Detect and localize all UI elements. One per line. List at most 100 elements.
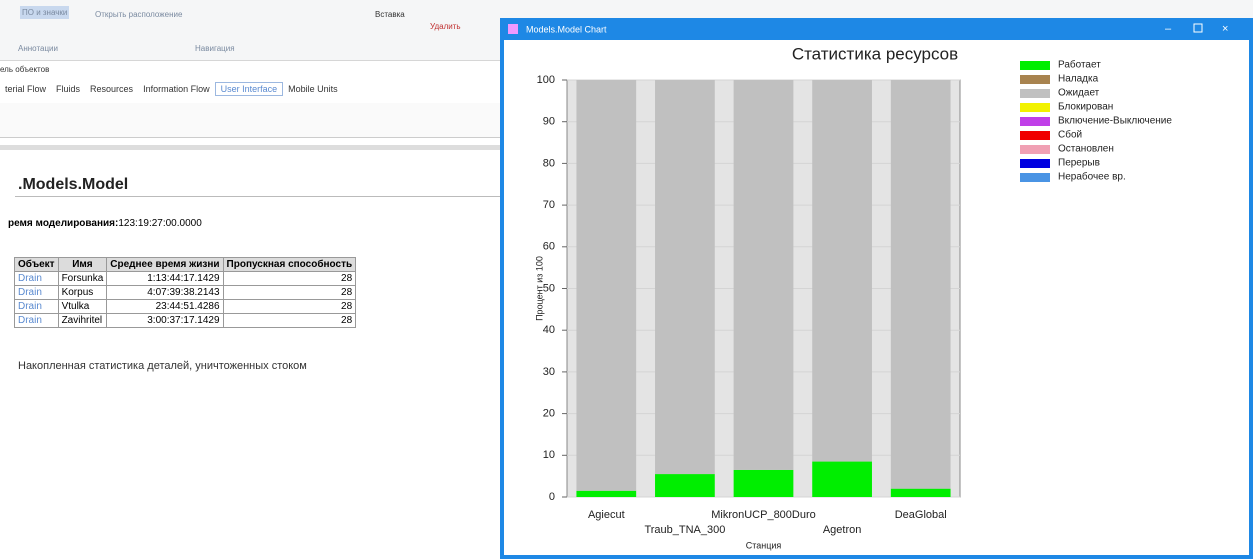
cell: Forsunka	[57, 271, 108, 286]
window-title: Models.Model Chart	[526, 24, 607, 34]
y-tick-label: 70	[543, 199, 555, 211]
rule	[15, 196, 505, 197]
cell: Korpus	[57, 285, 108, 300]
legend-swatch	[1020, 117, 1050, 126]
row: Drain Zavihritel 3:00:37:17.1429 28	[14, 313, 357, 328]
tab[interactable]: Information Flow	[143, 84, 210, 94]
tab[interactable]: User Interface	[214, 82, 284, 96]
window-icon	[508, 24, 518, 34]
footer-text: Накопленная статистика деталей, уничтоже…	[18, 360, 307, 372]
ribbon-button[interactable]: Удалить	[430, 22, 461, 31]
minimize[interactable]: –	[1165, 23, 1172, 35]
x-tick-label: Traub_TNA_300	[644, 524, 725, 536]
splitter	[0, 145, 500, 150]
y-tick-label: 50	[543, 282, 555, 294]
legend-swatch	[1020, 75, 1050, 84]
cell: 28	[222, 271, 357, 286]
x-tick-label: Agiecut	[588, 509, 625, 521]
header-cell: Пропускная способность	[222, 257, 357, 272]
row: Drain Korpus 4:07:39:38.2143 28	[14, 285, 357, 300]
row: Drain Forsunka 1:13:44:17.1429 28	[14, 271, 357, 286]
cell: 1:13:44:17.1429	[106, 271, 224, 286]
legend-swatch	[1020, 89, 1050, 98]
cell: Zavihritel	[57, 313, 108, 328]
stats-table: Объект Имя Среднее время жизни Пропускная с…	[14, 257, 357, 328]
y-tick-label: 0	[549, 491, 555, 503]
ribbon-button[interactable]: Вставка	[375, 10, 405, 19]
y-tick-label: 80	[543, 157, 555, 169]
bar-segment	[655, 474, 715, 497]
cell: Drain	[14, 313, 59, 328]
legend-label: Включение-Выключение	[1058, 116, 1172, 127]
chart-window: Models.Model Chart – × Статистика ресурс…	[500, 18, 1253, 559]
y-axis-label: Процент из 100	[534, 256, 544, 321]
cell: 28	[222, 313, 357, 328]
y-tick-label: 30	[543, 366, 555, 378]
x-axis-label: Станция	[746, 540, 782, 550]
ribbon-button[interactable]: Открыть расположение	[95, 10, 183, 19]
maximize[interactable]	[1193, 23, 1203, 33]
bar-segment	[890, 488, 951, 497]
close[interactable]: ×	[1222, 23, 1228, 35]
legend-label: Перерыв	[1058, 158, 1100, 169]
panel-label: ель объектов	[0, 65, 50, 74]
sim-time: ремя моделирования:123:19:27:00.0000	[8, 218, 202, 229]
legend-swatch	[1020, 131, 1050, 140]
header-cell: Среднее время жизни	[106, 257, 224, 272]
cell: Drain	[14, 271, 59, 286]
header-cell: Объект	[14, 257, 59, 272]
tab[interactable]: Resources	[90, 84, 134, 94]
y-tick-label: 20	[543, 408, 555, 420]
chart: Models.Model Chart – × Статистика ресурс…	[500, 18, 1253, 555]
value: 123:19:27:00.0000	[118, 218, 202, 229]
title-bar	[500, 18, 1253, 40]
legend-label: Блокирован	[1058, 102, 1113, 113]
x-tick-label: Agetron	[823, 524, 862, 536]
x-tick-label: MikronUCP_800Duro	[711, 509, 816, 521]
stats-table-wrap: Объект Имя Среднее время жизни Пропускная с…	[14, 257, 357, 328]
bar-segment	[576, 80, 637, 491]
heading: .Models.Model	[18, 176, 129, 193]
x-tick-label: DeaGlobal	[895, 509, 947, 521]
chart-title: Статистика ресурсов	[792, 44, 958, 63]
bar-segment	[655, 80, 715, 475]
legend-swatch	[1020, 103, 1050, 112]
ribbon-group: Аннотации	[18, 44, 58, 53]
toolbar	[0, 103, 500, 138]
header-cell: Имя	[57, 257, 108, 272]
legend-label: Остановлен	[1058, 144, 1114, 155]
legend-swatch	[1020, 145, 1050, 154]
legend-swatch	[1020, 61, 1050, 70]
bar-segment	[576, 490, 637, 497]
label: ремя моделирования:	[8, 218, 119, 229]
ribbon-button[interactable]: ПО и значки	[20, 6, 70, 19]
legend-label: Работает	[1058, 59, 1101, 71]
legend-label: Нерабочее вр.	[1058, 171, 1126, 183]
cell: Vtulka	[57, 299, 108, 314]
y-tick-label: 90	[543, 116, 555, 128]
bar-segment	[890, 80, 951, 489]
cell: 28	[222, 299, 357, 314]
legend-label: Сбой	[1058, 129, 1082, 141]
bar-segment	[812, 461, 872, 497]
legend-label: Ожидает	[1058, 88, 1100, 99]
bar-segment	[733, 80, 794, 470]
tab[interactable]: Fluids	[56, 84, 81, 94]
ribbon-group: Навигация	[195, 44, 235, 53]
cell: 28	[222, 285, 357, 300]
y-tick-label: 10	[543, 449, 555, 461]
legend-swatch	[1020, 159, 1050, 168]
cell: 23:44:51.4286	[106, 299, 224, 314]
legend-swatch	[1020, 173, 1050, 182]
y-tick-label: 60	[543, 241, 555, 253]
tab[interactable]: Mobile Units	[288, 84, 338, 94]
bar-segment	[733, 469, 794, 497]
cell: 4:07:39:38.2143	[106, 285, 224, 300]
bar-segment	[812, 80, 872, 462]
legend-label: Наладка	[1058, 74, 1099, 85]
tab[interactable]: terial Flow	[5, 84, 47, 94]
y-tick-label: 100	[537, 74, 555, 86]
cell: Drain	[14, 299, 59, 314]
cell: Drain	[14, 285, 59, 300]
